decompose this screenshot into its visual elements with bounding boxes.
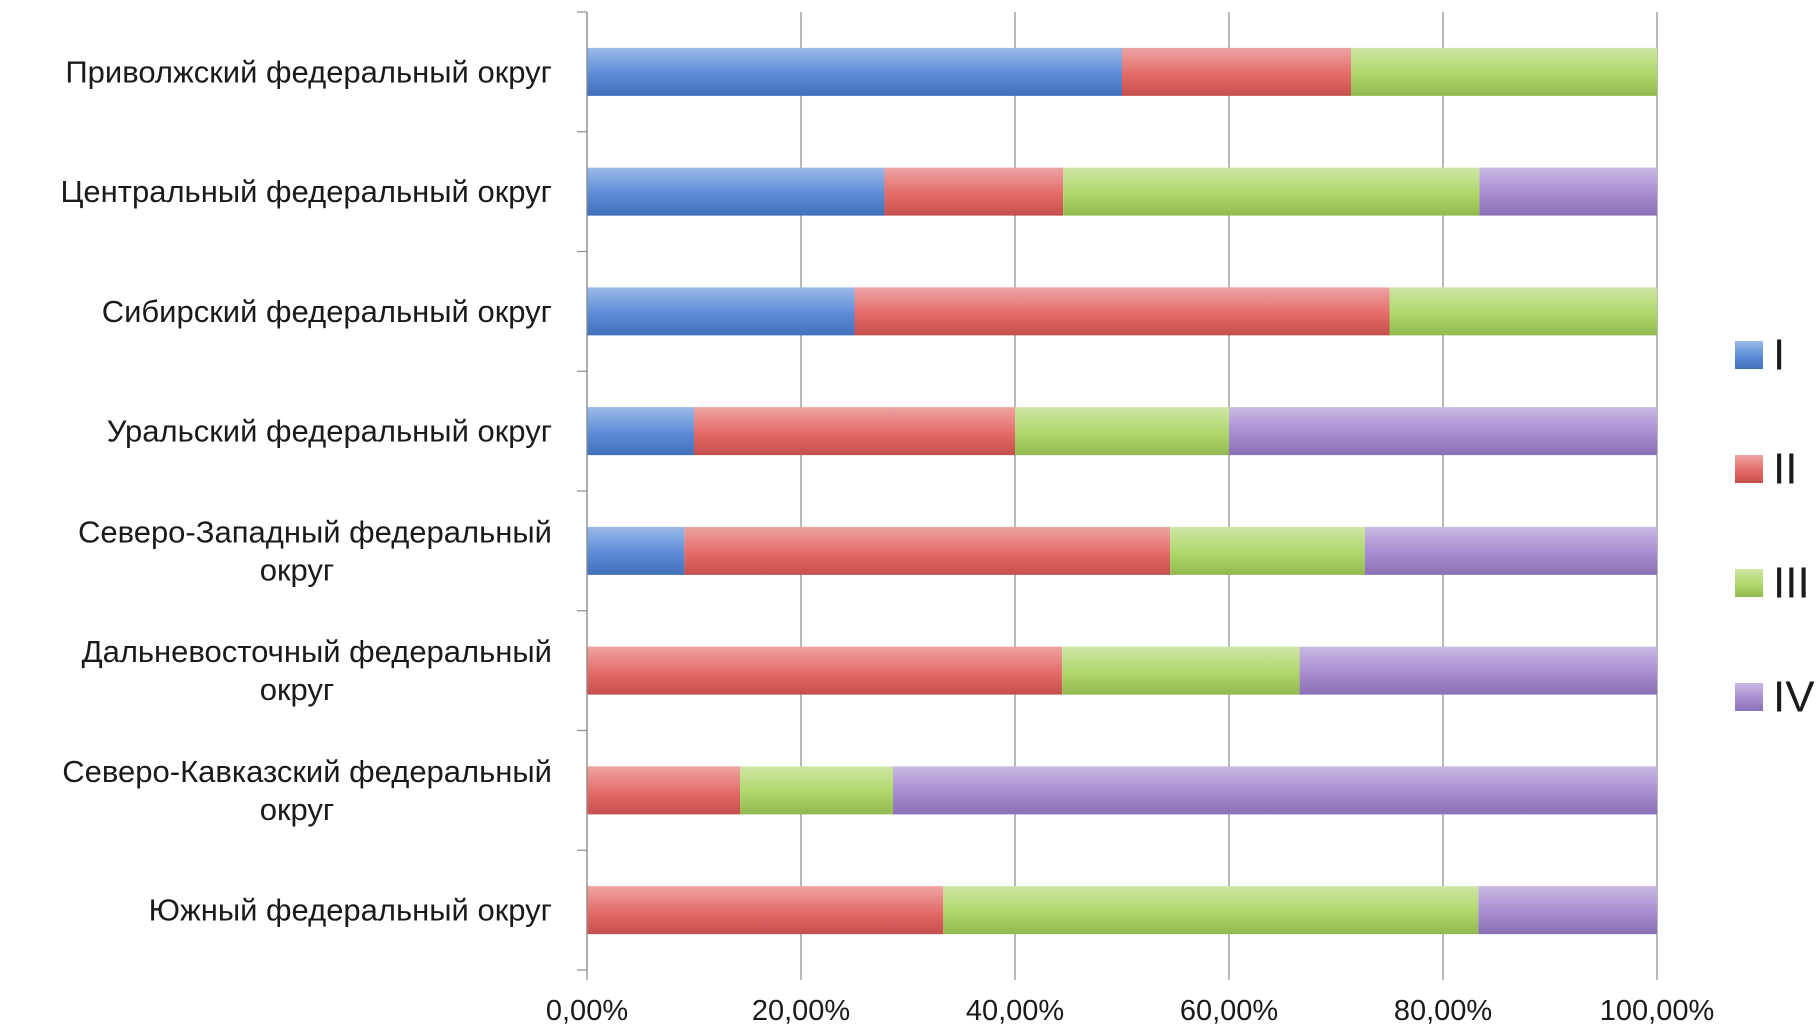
bar-segment-6-1 <box>587 766 741 815</box>
category-label: Северо-Кавказский федеральный <box>62 754 552 789</box>
bar-segment-3-2 <box>1015 407 1229 456</box>
bar-segment-4-2 <box>1170 526 1365 575</box>
bar-segment-4-1 <box>684 526 1171 575</box>
legend-swatch-1 <box>1735 455 1763 483</box>
category-labels: Приволжский федеральный округ Центральный… <box>61 54 553 927</box>
bar-segment-2-1 <box>854 287 1390 336</box>
x-tick-label: 40,00% <box>966 995 1064 1027</box>
bar-segment-5-1 <box>587 646 1063 695</box>
bar-segment-1-2 <box>1063 167 1480 216</box>
bar-segment-2-0 <box>587 287 855 336</box>
x-tick-label: 80,00% <box>1394 995 1492 1027</box>
category-label: Уральский федеральный округ <box>107 414 552 449</box>
legend-label-3: IV <box>1773 673 1815 722</box>
category-label: округ <box>260 792 335 827</box>
bar-segment-6-3 <box>893 766 1657 815</box>
bar-segment-7-2 <box>943 886 1479 935</box>
bar-segment-3-0 <box>587 407 694 456</box>
bar-segment-4-0 <box>587 526 685 575</box>
legend-swatch-0 <box>1735 341 1763 369</box>
x-tick-label: 100,00% <box>1600 995 1715 1027</box>
bar-segment-3-1 <box>694 407 1015 456</box>
category-label: Северо-Западный федеральный <box>78 514 552 549</box>
legend-label-1: II <box>1773 445 1797 494</box>
category-label: Южный федеральный округ <box>149 893 552 928</box>
bar-segment-7-1 <box>587 886 944 935</box>
bar-segment-2-2 <box>1389 287 1657 336</box>
category-label: округ <box>260 672 335 707</box>
x-tick-label: 0,00% <box>546 995 628 1027</box>
category-label: Центральный федеральный округ <box>61 174 553 209</box>
bar-segment-0-2 <box>1350 47 1657 96</box>
legend-label-2: III <box>1773 559 1810 608</box>
bar-segment-3-3 <box>1229 407 1657 456</box>
bar-segment-6-2 <box>740 766 894 815</box>
bar-segment-1-3 <box>1479 167 1657 216</box>
bar-segment-0-0 <box>587 47 1122 96</box>
bar-segment-0-1 <box>1122 47 1351 96</box>
bar-segment-4-3 <box>1364 526 1657 575</box>
legend-swatch-2 <box>1735 569 1763 597</box>
category-label: Приволжский федеральный округ <box>65 54 552 89</box>
bar-segment-5-2 <box>1062 646 1300 695</box>
axis <box>577 11 588 971</box>
legend-label-0: I <box>1773 331 1785 380</box>
tick-labels: 0,00% 20,00% 40,00% 60,00% 80,00% 100,00% <box>546 995 1714 1027</box>
bar-segment-5-3 <box>1299 646 1657 695</box>
category-label: Дальневосточный федеральный <box>82 634 552 669</box>
bars <box>587 47 1657 935</box>
x-tick-label: 60,00% <box>1180 995 1278 1027</box>
category-label: округ <box>260 552 335 587</box>
bar-segment-7-3 <box>1478 886 1657 935</box>
legend-swatch-3 <box>1735 683 1763 711</box>
bar-segment-1-0 <box>587 167 885 216</box>
gridlines <box>586 12 1658 980</box>
category-label: Сибирский федеральный округ <box>102 294 552 329</box>
x-tick-label: 20,00% <box>752 995 850 1027</box>
bar-segment-1-1 <box>884 167 1064 216</box>
